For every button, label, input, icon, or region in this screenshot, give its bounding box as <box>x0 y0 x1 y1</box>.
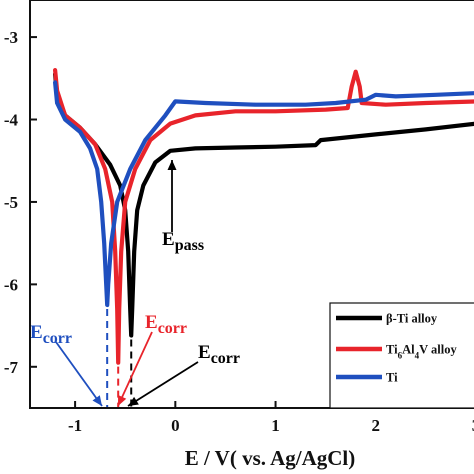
annotation-arrow <box>55 341 103 407</box>
legend-label: Ti6Al4V alloy <box>386 343 457 361</box>
arrow-head <box>118 395 127 406</box>
annotation-arrow <box>127 361 199 407</box>
arrow-head <box>92 395 102 406</box>
annotation-layer: Epass Ecorr Ecorr Ecorr <box>30 160 240 408</box>
arrow-head <box>167 160 177 170</box>
x-tick-label: 0 <box>171 416 180 435</box>
x-tick-label: 3 <box>472 416 474 435</box>
x-tick-label: 2 <box>372 416 381 435</box>
y-tick-label: -4 <box>4 111 19 130</box>
series-line <box>53 80 474 308</box>
plot-frame <box>29 0 474 409</box>
annotation-arrow <box>117 331 153 407</box>
y-tick-label: -7 <box>4 358 19 377</box>
series-line <box>53 68 474 365</box>
legend-label: β-Ti alloy <box>386 312 438 326</box>
legend-label: Ti <box>386 371 398 385</box>
annotation-label: Ecorr <box>145 312 187 337</box>
x-axis-label: E / V( vs. Ag/AgCl) <box>185 446 356 470</box>
legend-box <box>329 302 474 409</box>
x-tick-label: -1 <box>68 416 82 435</box>
y-tick-label: -5 <box>4 193 18 212</box>
y-tick-label: -6 <box>4 275 18 294</box>
arrow-head <box>128 396 139 406</box>
annotation-label: Ecorr <box>30 322 72 347</box>
y-tick-label: -3 <box>4 28 18 47</box>
y-tick-labels: -3 -4 -5 -6 -7 <box>4 28 37 377</box>
series-layer <box>53 68 474 365</box>
annotation-label: Ecorr <box>198 342 240 367</box>
annotation-label: Epass <box>162 229 204 254</box>
legend: β-Ti alloy Ti6Al4V alloy Ti <box>329 302 474 409</box>
x-tick-label: 1 <box>271 416 280 435</box>
